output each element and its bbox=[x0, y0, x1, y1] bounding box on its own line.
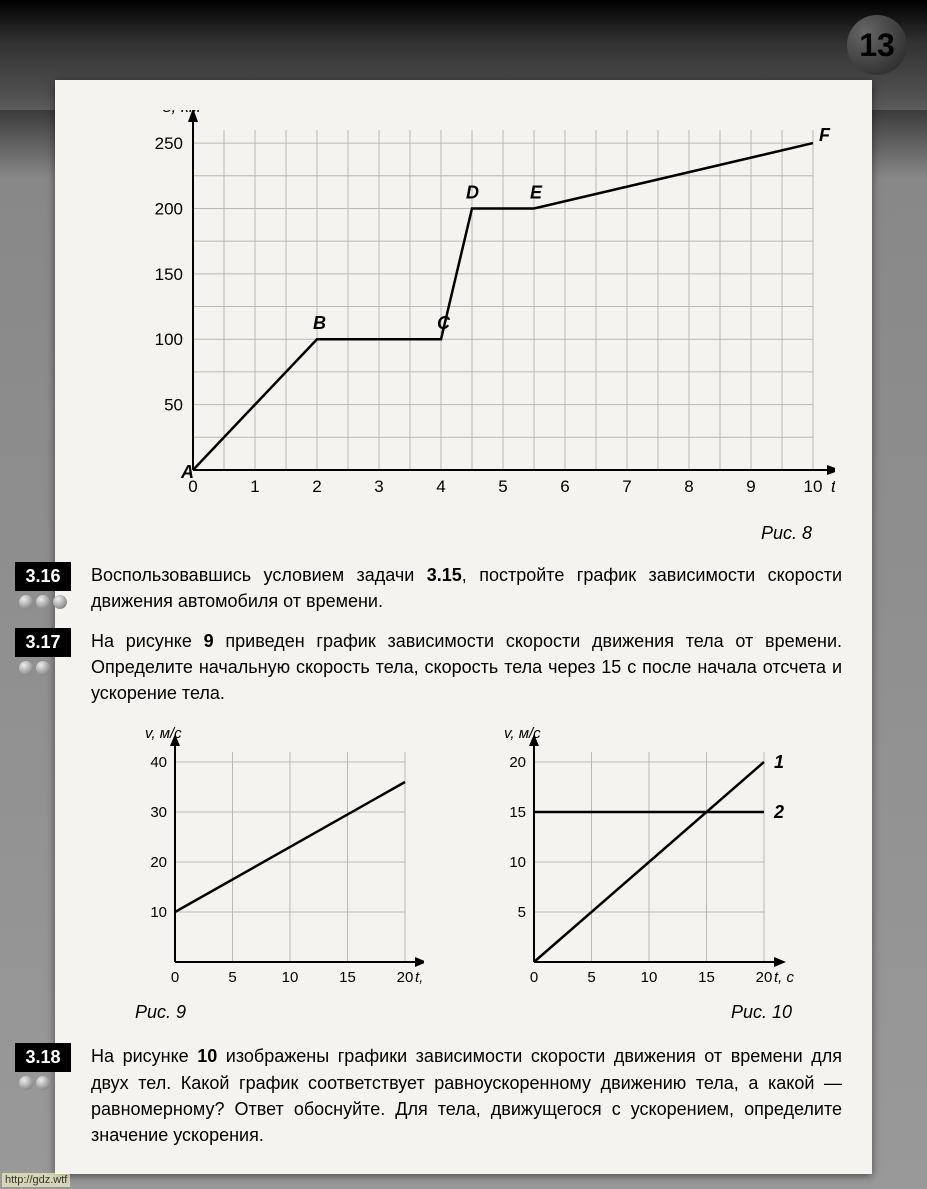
svg-text:15: 15 bbox=[339, 969, 356, 986]
svg-text:250: 250 bbox=[155, 134, 183, 153]
problem-text: На рисунке 9 приведен график зависимости… bbox=[85, 628, 842, 706]
page-number: 13 bbox=[847, 15, 907, 75]
svg-text:0: 0 bbox=[530, 969, 538, 986]
svg-text:5: 5 bbox=[498, 477, 507, 496]
watermark: http://gdz.wtf bbox=[2, 1173, 70, 1187]
svg-text:20: 20 bbox=[509, 754, 526, 771]
problem-text: Воспользовавшись условием задачи 3.15, п… bbox=[85, 562, 842, 614]
svg-text:8: 8 bbox=[684, 477, 693, 496]
svg-text:100: 100 bbox=[155, 330, 183, 349]
svg-text:5: 5 bbox=[228, 969, 236, 986]
svg-text:10: 10 bbox=[509, 854, 526, 871]
difficulty-dots bbox=[15, 595, 85, 609]
svg-text:7: 7 bbox=[622, 477, 631, 496]
figure-9-caption: Рис. 9 bbox=[135, 1002, 186, 1023]
svg-text:D: D bbox=[466, 182, 479, 202]
problem-3-18: 3.18 На рисунке 10 изображены графики за… bbox=[15, 1043, 842, 1147]
svg-text:20: 20 bbox=[397, 969, 414, 986]
chart-8-svg: 01234567891050100150200250s, кмt, чABCDE… bbox=[135, 110, 835, 510]
svg-text:v, м/с: v, м/с bbox=[504, 725, 541, 742]
svg-text:10: 10 bbox=[282, 969, 299, 986]
svg-text:4: 4 bbox=[436, 477, 445, 496]
problem-3-17: 3.17 На рисунке 9 приведен график зависи… bbox=[15, 628, 842, 706]
svg-text:t, ч: t, ч bbox=[831, 477, 835, 496]
svg-text:10: 10 bbox=[804, 477, 823, 496]
svg-text:5: 5 bbox=[518, 904, 526, 921]
svg-text:3: 3 bbox=[374, 477, 383, 496]
svg-text:10: 10 bbox=[150, 904, 167, 921]
svg-text:1: 1 bbox=[250, 477, 259, 496]
svg-text:s, км: s, км bbox=[163, 110, 201, 116]
svg-text:2: 2 bbox=[312, 477, 321, 496]
problem-number: 3.17 bbox=[15, 628, 71, 657]
figure-8-caption: Рис. 8 bbox=[85, 523, 812, 544]
problem-3-16: 3.16 Воспользовавшись условием задачи 3.… bbox=[15, 562, 842, 614]
problem-number: 3.16 bbox=[15, 562, 71, 591]
svg-text:200: 200 bbox=[155, 199, 183, 218]
svg-text:20: 20 bbox=[150, 854, 167, 871]
svg-text:30: 30 bbox=[150, 804, 167, 821]
svg-text:v, м/с: v, м/с bbox=[145, 725, 182, 742]
svg-text:0: 0 bbox=[171, 969, 179, 986]
svg-text:20: 20 bbox=[756, 969, 773, 986]
svg-text:10: 10 bbox=[641, 969, 658, 986]
svg-text:15: 15 bbox=[698, 969, 715, 986]
svg-text:6: 6 bbox=[560, 477, 569, 496]
svg-text:1: 1 bbox=[774, 752, 784, 772]
svg-text:9: 9 bbox=[746, 477, 755, 496]
difficulty-dots bbox=[15, 661, 85, 675]
svg-text:40: 40 bbox=[150, 754, 167, 771]
chart-10-svg: 0 5 10 15 20 5 10 15 20 v, м/с t, с 1 2 bbox=[484, 724, 802, 994]
figure-8: 01234567891050100150200250s, кмt, чABCDE… bbox=[135, 110, 842, 515]
svg-text:C: C bbox=[437, 313, 451, 333]
svg-text:B: B bbox=[313, 313, 326, 333]
svg-text:50: 50 bbox=[164, 396, 183, 415]
svg-text:2: 2 bbox=[773, 802, 784, 822]
problem-number: 3.18 bbox=[15, 1043, 71, 1072]
svg-text:F: F bbox=[819, 125, 831, 145]
figure-10-caption: Рис. 10 bbox=[731, 1002, 792, 1023]
figures-9-10-row: 0 5 10 15 20 10 20 30 40 v, м/с t, с 0 5 10 15 20 5 10 15… bbox=[125, 724, 802, 994]
svg-text:150: 150 bbox=[155, 265, 183, 284]
page-content: 01234567891050100150200250s, кмt, чABCDE… bbox=[55, 80, 872, 1174]
svg-text:A: A bbox=[180, 462, 194, 482]
svg-text:t, с: t, с bbox=[415, 969, 424, 986]
svg-text:t, с: t, с bbox=[774, 969, 795, 986]
difficulty-dots bbox=[15, 1076, 85, 1090]
svg-text:5: 5 bbox=[587, 969, 595, 986]
svg-text:15: 15 bbox=[509, 804, 526, 821]
svg-text:E: E bbox=[530, 182, 543, 202]
problem-text: На рисунке 10 изображены графики зависим… bbox=[85, 1043, 842, 1147]
chart-9-svg: 0 5 10 15 20 10 20 30 40 v, м/с t, с bbox=[125, 724, 424, 994]
